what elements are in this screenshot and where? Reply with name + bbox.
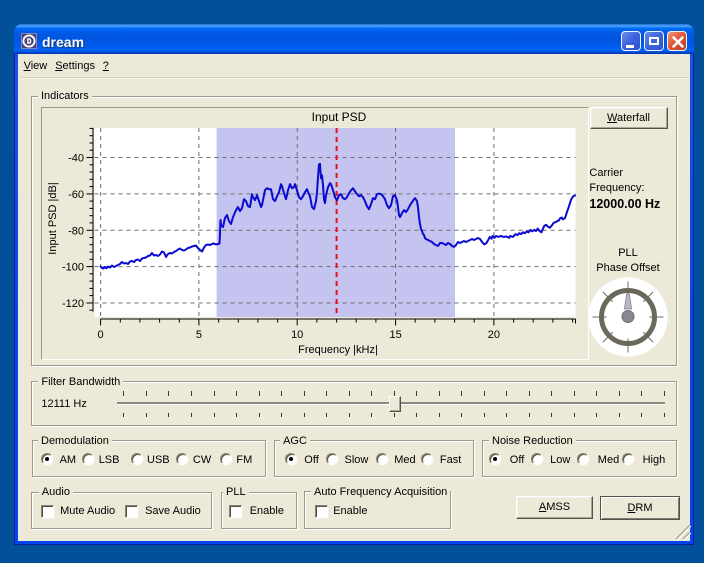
svg-text:-120: -120: [62, 298, 84, 310]
svg-text:Frequency |kHz|: Frequency |kHz|: [298, 344, 378, 356]
svg-text:-80: -80: [68, 225, 84, 237]
svg-text:-60: -60: [68, 188, 84, 200]
svg-text:15: 15: [389, 329, 401, 341]
svg-text:10: 10: [291, 329, 303, 341]
svg-text:-100: -100: [62, 261, 84, 273]
svg-text:20: 20: [488, 329, 500, 341]
svg-text:0: 0: [98, 329, 104, 341]
svg-text:Input PSD: Input PSD: [312, 110, 367, 124]
svg-text:5: 5: [196, 329, 202, 341]
svg-text:-40: -40: [68, 152, 84, 164]
svg-text:Input PSD |dB|: Input PSD |dB|: [47, 182, 59, 254]
